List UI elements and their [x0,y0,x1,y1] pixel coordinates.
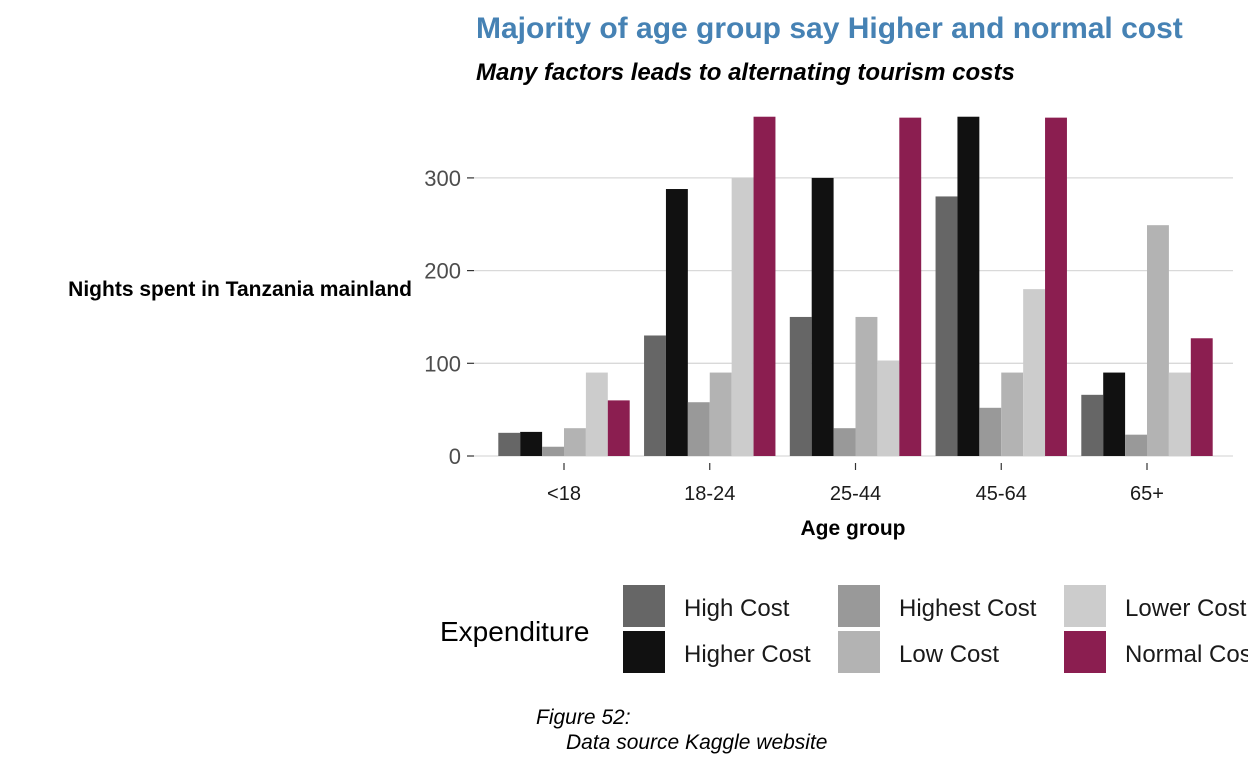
y-tick-label: 0 [449,444,461,469]
bar [1001,372,1024,456]
bar [1168,372,1191,456]
y-axis: 0 100 200 300 [424,166,474,469]
bar [644,335,666,456]
bar [833,428,856,456]
legend-label: Highest Cost [899,595,1037,622]
bar [899,117,922,457]
bars [498,116,1213,457]
bar [1125,434,1147,456]
bar [585,372,608,456]
legend-label: Low Cost [899,641,999,668]
figure-source: Data source Kaggle website [566,731,828,754]
x-tick-label: 65+ [1130,483,1164,505]
bar [1103,372,1126,456]
y-tick-label: 200 [424,259,461,284]
x-tick-label: 25-44 [830,483,881,505]
legend-swatch [838,585,880,627]
chart-title: Majority of age group say Higher and nor… [476,12,1183,45]
legend: Expenditure High Cost Higher Cost Highest … [440,585,1248,673]
bar [979,407,1002,456]
bar [789,316,812,456]
bar [520,431,543,456]
legend-label: Lower Cost [1125,595,1247,622]
bar [1045,117,1067,457]
x-axis-label: Age group [801,517,906,540]
y-tick-label: 100 [424,351,461,376]
bar [753,116,776,456]
bar [687,402,710,456]
legend-swatch [838,631,880,673]
bar [1147,225,1169,456]
bar [731,177,754,456]
bar [957,116,980,456]
legend-swatch [623,585,665,627]
bar [811,177,834,456]
bar [607,400,630,456]
legend-label: Higher Cost [684,641,811,668]
y-tick-label: 300 [424,166,461,191]
legend-title: Expenditure [440,616,589,647]
bar [935,196,958,456]
bar [1023,289,1046,456]
x-tick-label: 45-64 [976,483,1027,505]
figure-caption: Figure 52: [536,706,631,729]
bar [855,316,878,456]
bar [1190,338,1213,456]
bar [665,189,688,457]
legend-swatch [623,631,665,673]
chart-subtitle: Many factors leads to alternating touris… [476,59,1015,86]
legend-label: Normal Cost [1125,641,1248,668]
bar [542,446,564,456]
legend-swatch [1064,585,1106,627]
bar [564,428,586,456]
bar [709,372,732,456]
bar [498,432,521,456]
bar [877,360,900,456]
legend-swatch [1064,631,1106,673]
legend-items: High Cost Higher Cost Highest Cost Low Cost… [623,585,1248,673]
x-tick-label: <18 [547,483,581,505]
x-axis: <18 18-24 25-44 45-64 65+ [547,463,1164,505]
bar [1081,394,1104,456]
y-axis-label: Nights spent in Tanzania mainland [68,278,412,301]
x-tick-label: 18-24 [684,483,735,505]
legend-label: High Cost [684,595,790,622]
